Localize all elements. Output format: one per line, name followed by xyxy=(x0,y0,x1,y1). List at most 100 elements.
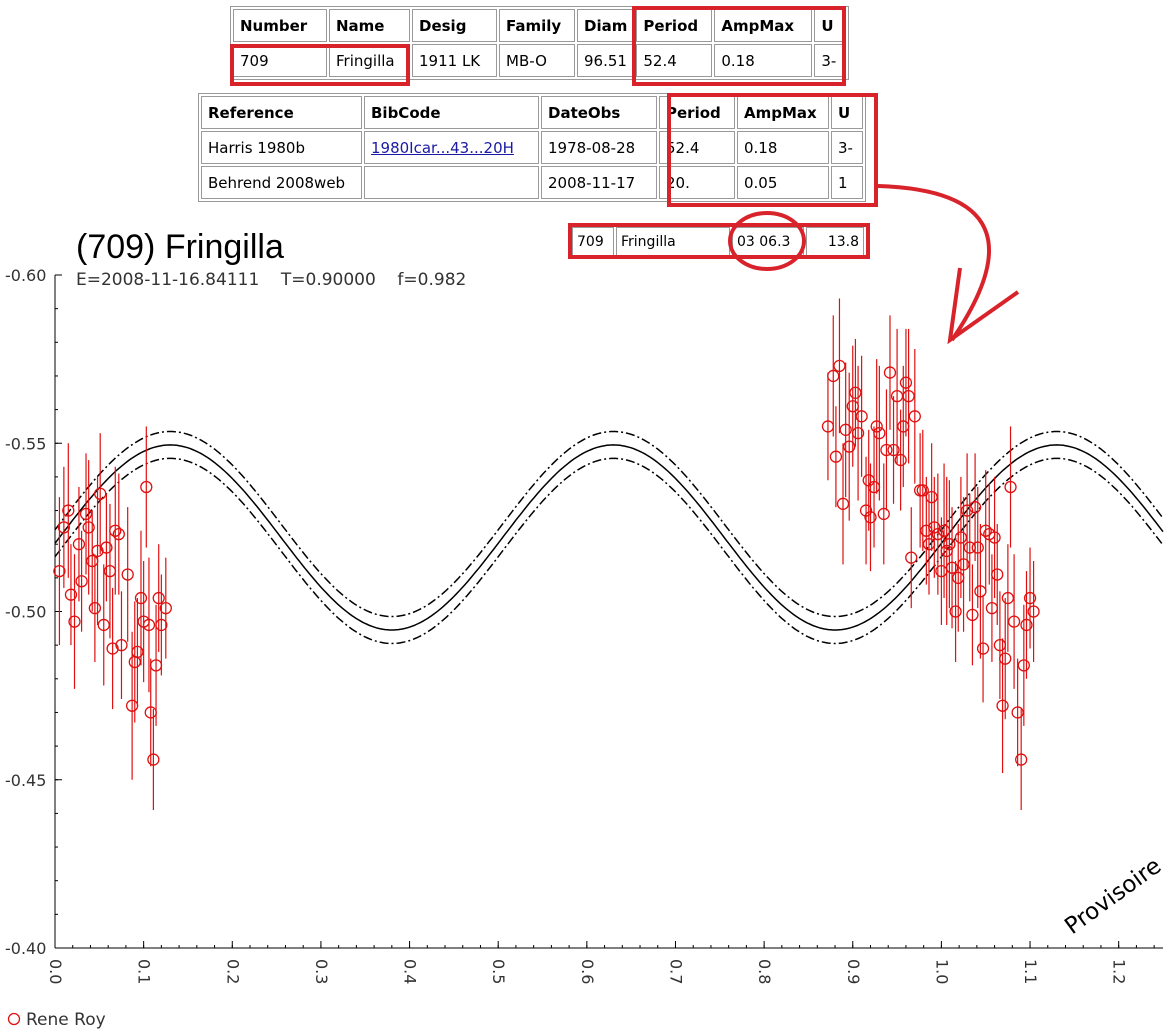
data-point xyxy=(100,541,113,554)
highlight-box-name xyxy=(230,44,410,86)
cell-period: 52.4 xyxy=(636,44,713,77)
cell-dateobs: 1978-08-28 xyxy=(541,131,657,164)
cell-family: MB-O xyxy=(499,44,575,77)
cell-ampmax: 0.05 xyxy=(737,166,829,199)
data-point xyxy=(851,427,865,440)
x-tick-label: 0.1 xyxy=(135,959,154,984)
x-tick-label: 1.0 xyxy=(932,959,951,984)
data-point xyxy=(97,618,110,632)
data-point xyxy=(908,410,921,423)
fit-curve-lower xyxy=(54,430,1164,618)
cell-ampmax: 0.18 xyxy=(737,131,829,164)
highlight-box-ephemeris xyxy=(568,223,870,259)
x-tick-label: 0.3 xyxy=(312,959,331,984)
data-point xyxy=(855,410,868,423)
highlight-box-period xyxy=(632,6,846,86)
data-point xyxy=(827,369,840,383)
data-point xyxy=(62,504,75,517)
data-point xyxy=(943,538,956,551)
x-tick-label: 0.5 xyxy=(489,959,508,984)
data-point xyxy=(155,618,168,632)
cell-reference: Harris 1980b xyxy=(201,131,362,164)
cell-desig: 1911 LK xyxy=(412,44,497,77)
data-point xyxy=(91,544,104,558)
data-point xyxy=(894,453,907,467)
y-tick-label: -0.60 xyxy=(5,266,46,285)
chart-title: (709) Fringilla xyxy=(76,228,284,266)
data-point xyxy=(905,551,918,564)
data-point xyxy=(1007,615,1021,628)
highlight-circle-ra xyxy=(728,211,806,271)
cell-period: 20. xyxy=(659,166,735,199)
x-tick-label: 0.4 xyxy=(401,959,420,984)
data-point xyxy=(1020,618,1033,632)
data-point xyxy=(976,642,990,655)
data-point xyxy=(1011,706,1024,719)
cell-u: 1 xyxy=(831,166,863,199)
data-point xyxy=(988,531,1001,544)
data-point xyxy=(134,591,148,605)
data-point xyxy=(131,645,144,659)
data-point xyxy=(68,615,81,628)
x-tick-label: 1.2 xyxy=(1110,959,1129,984)
chart-axes: -0.60 -0.55 -0.50 -0.45 -0.400.0 0.1 0.2 0.3 0.4… xyxy=(5,266,1163,984)
y-tick-label: -0.40 xyxy=(5,939,46,958)
chart-subtitle: E=2008-11-16.84111 T=0.90000 f=0.982 xyxy=(76,270,466,290)
reference-table: Reference BibCode DateObs Period AmpMax … xyxy=(198,93,866,202)
legend-marker-icon xyxy=(7,1012,21,1026)
data-point xyxy=(873,427,886,440)
data-point xyxy=(79,507,93,521)
summary-header-row: Number Name Desig Family Diam Period Amp… xyxy=(233,9,847,42)
data-point xyxy=(877,507,890,521)
data-point xyxy=(949,605,962,618)
x-tick-label: 0.8 xyxy=(755,959,774,984)
data-point xyxy=(1027,605,1040,618)
data-point xyxy=(836,497,850,510)
col-dateobs-header: DateObs xyxy=(541,96,657,129)
reference-row: Behrend 2008web 2008-11-17 20. 0.05 1 xyxy=(201,166,863,199)
col-bibcode-header: BibCode xyxy=(364,96,539,129)
x-tick-label: 0.2 xyxy=(223,959,242,984)
cell-reference: Behrend 2008web xyxy=(201,166,362,199)
data-point xyxy=(94,487,107,500)
col-family-header: Family xyxy=(499,9,575,42)
data-point xyxy=(954,531,968,544)
data-point xyxy=(887,443,900,457)
col-desig-header: Desig xyxy=(412,9,497,42)
data-point xyxy=(82,521,95,534)
data-point xyxy=(72,538,86,551)
col-reference-header: Reference xyxy=(201,96,362,129)
annotation-arrow-icon xyxy=(877,184,991,342)
x-tick-label: 0.7 xyxy=(666,959,685,984)
data-point xyxy=(966,608,979,622)
data-point xyxy=(945,561,959,574)
data-point xyxy=(829,450,843,463)
data-point xyxy=(152,591,165,605)
reference-header-row: Reference BibCode DateObs Period AmpMax … xyxy=(201,96,863,129)
data-point xyxy=(870,420,883,433)
x-tick-label: 0.9 xyxy=(844,959,863,984)
data-point xyxy=(979,524,992,537)
col-name-header: Name xyxy=(329,9,410,42)
data-point xyxy=(57,521,71,534)
fit-curve xyxy=(54,444,1164,631)
data-point xyxy=(960,504,974,517)
data-point xyxy=(106,642,119,655)
data-point xyxy=(957,558,970,571)
col-number-header: Number xyxy=(233,9,327,42)
data-point xyxy=(902,389,915,403)
data-point xyxy=(991,568,1004,581)
data-point xyxy=(899,376,913,389)
data-point xyxy=(159,601,172,615)
reference-row: Harris 1980b 1980Icar...43...20H 1978-08… xyxy=(201,131,863,164)
data-point xyxy=(925,490,938,504)
cell-ampmax: 0.18 xyxy=(714,44,813,77)
data-point xyxy=(999,652,1012,665)
bibcode-link[interactable]: 1980Icar...43...20H xyxy=(371,138,514,157)
data-point xyxy=(968,501,982,514)
fit-curve-upper xyxy=(54,457,1164,645)
data-point xyxy=(864,511,877,524)
data-point xyxy=(849,386,862,399)
data-point xyxy=(115,639,128,652)
cell-bibcode: 1980Icar...43...20H xyxy=(364,131,539,164)
